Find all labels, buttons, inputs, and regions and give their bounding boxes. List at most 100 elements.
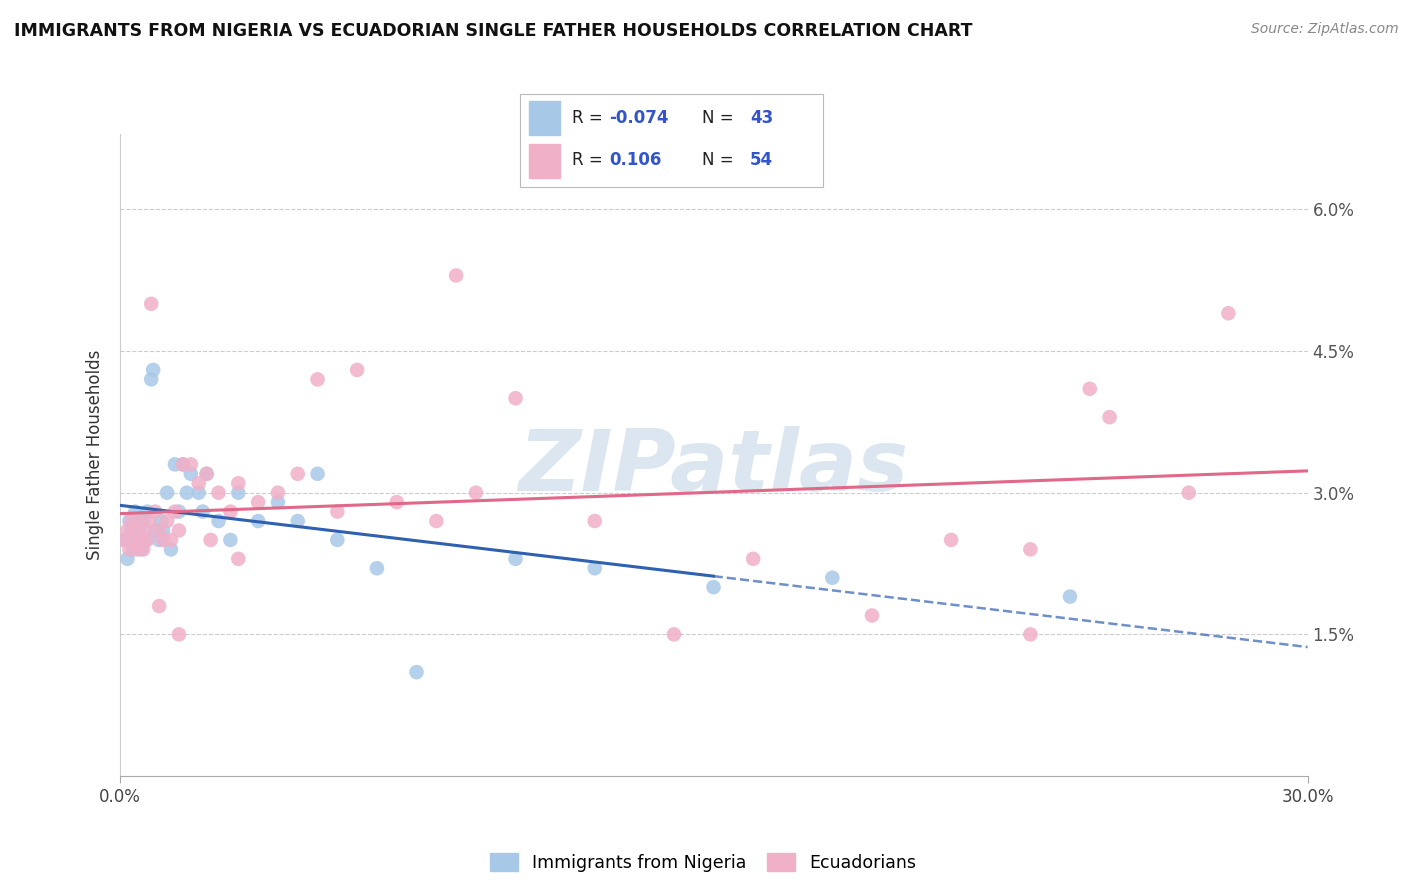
Point [160, 533, 183, 547]
Text: 0.106: 0.106 [609, 151, 662, 169]
Point [163, 505, 186, 519]
Point [939, 533, 962, 547]
Text: -0.074: -0.074 [609, 109, 669, 127]
Point [172, 458, 194, 472]
Point [118, 514, 141, 528]
Point [117, 551, 139, 566]
Point [366, 561, 388, 575]
Point [150, 514, 173, 528]
Point [152, 524, 174, 538]
Point [134, 524, 156, 538]
Point [143, 505, 166, 519]
Point [247, 514, 270, 528]
Point [207, 485, 229, 500]
Point [163, 458, 186, 472]
Point [129, 533, 152, 547]
Point [114, 533, 136, 547]
Text: ZIPatlas: ZIPatlas [519, 426, 908, 509]
Point [195, 467, 218, 481]
Point [425, 514, 447, 528]
Point [141, 372, 163, 386]
Point [122, 533, 145, 547]
Text: N =: N = [702, 151, 733, 169]
Point [120, 524, 142, 538]
Point [195, 467, 218, 481]
Point [1059, 590, 1081, 604]
Point [385, 495, 408, 509]
Point [124, 524, 146, 538]
Text: 54: 54 [749, 151, 773, 169]
Bar [529, 145, 560, 178]
Point [228, 551, 250, 566]
Point [124, 505, 146, 519]
Point [1019, 542, 1042, 557]
Point [136, 533, 159, 547]
Point [172, 458, 194, 472]
Point [742, 551, 765, 566]
Point [167, 524, 190, 538]
Point [180, 467, 202, 481]
Point [112, 533, 135, 547]
Point [464, 485, 488, 500]
Point [702, 580, 725, 594]
Point [117, 524, 139, 538]
Point [138, 514, 160, 528]
Point [228, 485, 250, 500]
Point [143, 524, 166, 538]
Point [148, 533, 170, 547]
Text: IMMIGRANTS FROM NIGERIA VS ECUADORIAN SINGLE FATHER HOUSEHOLDS CORRELATION CHART: IMMIGRANTS FROM NIGERIA VS ECUADORIAN SI… [14, 22, 973, 40]
Point [405, 665, 427, 680]
Point [821, 571, 844, 585]
Point [1178, 485, 1201, 500]
Point [287, 514, 309, 528]
Point [136, 505, 159, 519]
Point [141, 297, 163, 311]
Point [1098, 410, 1121, 425]
Point [142, 363, 165, 377]
Point [1078, 382, 1101, 396]
Point [187, 485, 209, 500]
Text: 43: 43 [749, 109, 773, 127]
Point [122, 542, 145, 557]
Point [156, 514, 179, 528]
Point [128, 524, 150, 538]
Point [505, 551, 527, 566]
Point [307, 372, 329, 386]
Point [583, 514, 606, 528]
Point [207, 514, 229, 528]
Point [247, 495, 270, 509]
Point [228, 476, 250, 491]
Point [160, 542, 183, 557]
Point [1218, 306, 1240, 320]
Point [267, 495, 290, 509]
Bar [529, 101, 560, 135]
Y-axis label: Single Father Households: Single Father Households [86, 350, 104, 560]
Point [191, 505, 214, 519]
Text: Source: ZipAtlas.com: Source: ZipAtlas.com [1251, 22, 1399, 37]
Point [176, 485, 198, 500]
Point [219, 505, 242, 519]
Point [219, 533, 242, 547]
Point [120, 514, 142, 528]
Point [134, 533, 156, 547]
Point [180, 458, 202, 472]
Point [326, 505, 349, 519]
Point [860, 608, 883, 623]
Text: R =: R = [572, 109, 602, 127]
Point [200, 533, 222, 547]
Point [132, 542, 155, 557]
Point [307, 467, 329, 481]
Point [118, 542, 141, 557]
Point [127, 533, 149, 547]
Point [346, 363, 368, 377]
Point [326, 533, 349, 547]
Point [187, 476, 209, 491]
Point [129, 542, 152, 557]
Point [148, 524, 170, 538]
Point [148, 599, 170, 613]
Point [1019, 627, 1042, 641]
Point [662, 627, 685, 641]
Point [127, 542, 149, 557]
Point [287, 467, 309, 481]
Point [156, 485, 179, 500]
